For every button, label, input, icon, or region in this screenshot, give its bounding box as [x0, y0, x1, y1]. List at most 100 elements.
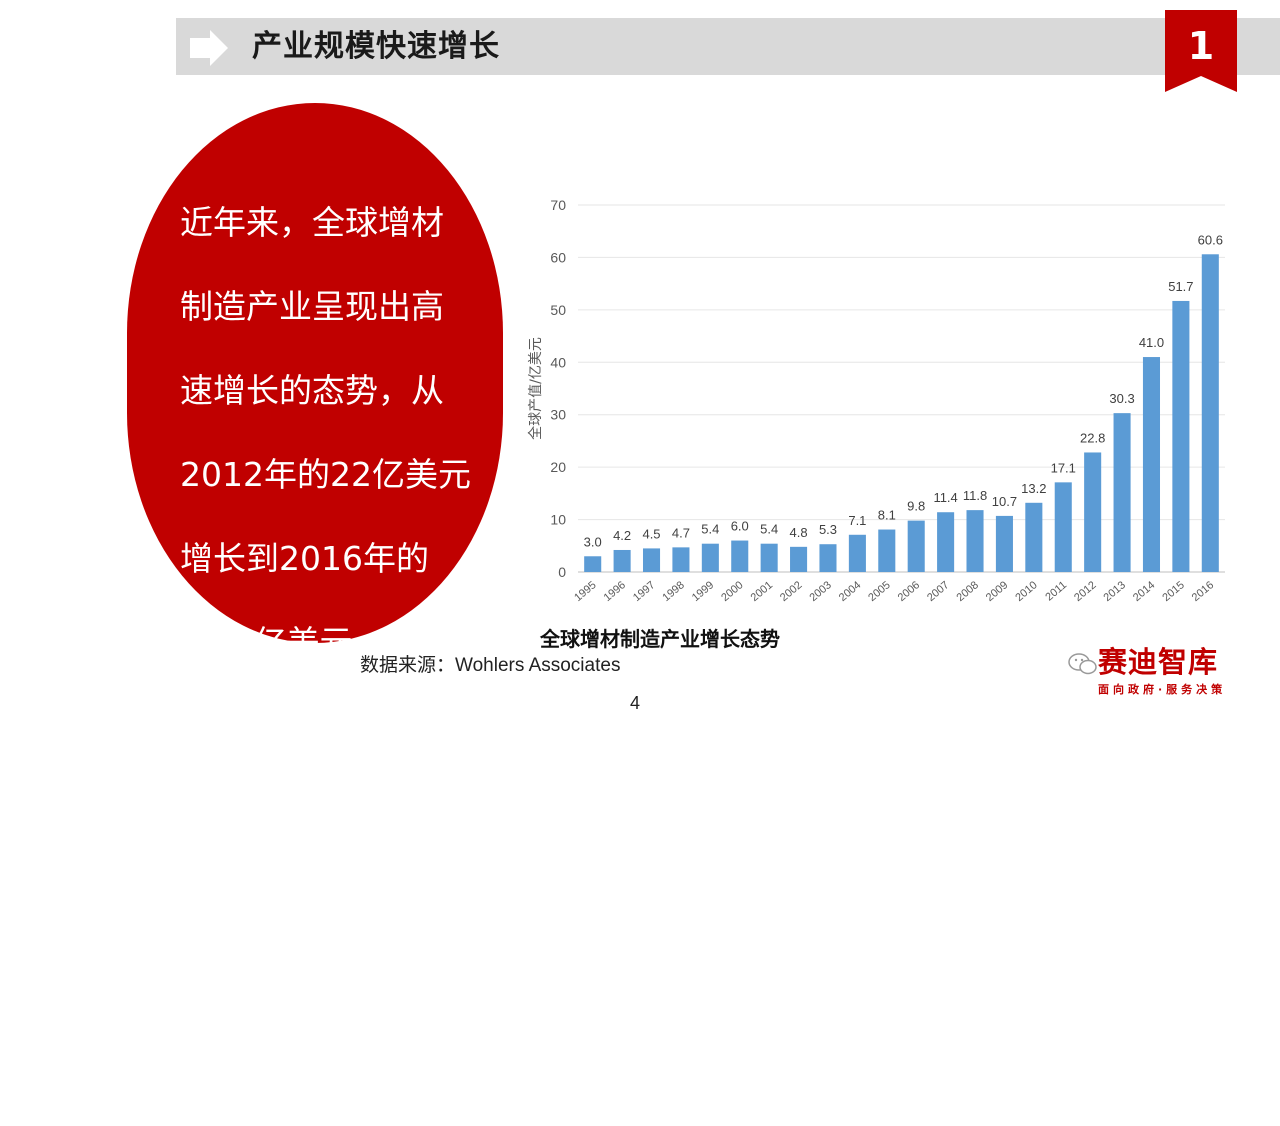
bar	[760, 543, 778, 572]
data-label: 9.8	[907, 499, 925, 514]
callout-line: 增长到2016年的	[180, 539, 429, 578]
data-label: 13.2	[1021, 481, 1046, 496]
x-tick-label: 2007	[925, 579, 951, 604]
bar	[613, 549, 631, 572]
y-tick-label: 40	[550, 354, 566, 370]
chart-title: 全球增材制造产业增长态势	[540, 627, 780, 651]
watermark-logo: 赛迪智库	[1098, 645, 1219, 679]
bar	[907, 520, 925, 572]
data-label: 22.8	[1080, 430, 1105, 445]
x-tick-label: 2005	[866, 579, 892, 604]
bar	[848, 534, 866, 572]
x-tick-label: 2014	[1131, 579, 1157, 604]
data-label: 6.0	[731, 519, 749, 534]
x-tick-label: 2015	[1160, 579, 1186, 604]
x-tick-label: 1997	[631, 579, 657, 604]
x-tick-label: 2012	[1072, 579, 1098, 604]
x-tick-label: 2009	[984, 579, 1010, 604]
section-number: 1	[1187, 24, 1215, 68]
bar	[1201, 254, 1219, 572]
y-tick-label: 20	[550, 459, 566, 475]
data-label: 11.8	[963, 488, 987, 503]
bar	[790, 546, 808, 572]
header-bar	[176, 18, 1280, 75]
callout-line: 近年来，全球增材	[180, 203, 444, 242]
y-tick-label: 10	[550, 512, 566, 528]
y-tick-label: 30	[550, 407, 566, 423]
x-tick-label: 2008	[954, 579, 980, 604]
data-label: 5.3	[819, 522, 837, 537]
wechat-icon	[1068, 653, 1097, 675]
callout-line: 2016年，全球增材	[180, 791, 462, 830]
y-tick-label: 0	[558, 564, 566, 580]
x-tick-label: 2013	[1102, 579, 1128, 604]
x-tick-label: 2003	[807, 579, 833, 604]
data-label: 41.0	[1139, 335, 1164, 350]
bar	[1025, 502, 1043, 572]
data-label: 7.1	[848, 513, 866, 528]
data-label: 3.0	[584, 534, 602, 549]
bar	[584, 556, 602, 572]
page-title: 产业规模快速增长	[252, 29, 500, 64]
data-source: 数据来源：Wohlers Associates	[360, 655, 621, 676]
arrow-right-icon	[190, 30, 228, 66]
y-tick-label: 50	[550, 302, 566, 318]
watermark-slogan: 面向政府·服务决策	[1098, 683, 1227, 696]
data-label: 4.2	[613, 528, 631, 543]
y-tick-label: 60	[550, 249, 566, 265]
bar	[878, 529, 896, 572]
data-label: 4.5	[642, 526, 660, 541]
bar	[642, 548, 661, 572]
y-axis-label: 全球产值/亿美元	[527, 337, 544, 440]
callout-line: 制造产业呈现出高	[180, 287, 444, 326]
y-tick-label: 70	[550, 197, 566, 213]
bar	[672, 547, 690, 572]
x-tick-label: 2001	[749, 579, 775, 604]
bar	[937, 512, 955, 572]
data-label: 8.1	[878, 508, 896, 523]
data-label: 11.4	[933, 490, 957, 505]
callout-text: 近年来，全球增材 制造产业呈现出高 速增长的态势，从 2012年的22亿美元 增…	[180, 160, 480, 1126]
callout-shape	[127, 103, 503, 643]
callout-line: 60.63亿美元 ，同	[180, 959, 450, 998]
x-tick-label: 1999	[690, 579, 716, 604]
callout-line: 2012年的22亿美元	[180, 455, 471, 494]
callout-line: 60.6亿美元，五年	[180, 623, 452, 662]
data-label: 30.3	[1109, 391, 1134, 406]
x-tick-label: 2000	[719, 579, 745, 604]
data-label: 5.4	[701, 522, 719, 537]
bar	[731, 540, 749, 572]
callout-line: 比增长17.4%。	[180, 1043, 417, 1082]
callout-line: 来增长了近三倍。	[180, 707, 444, 746]
data-label: 10.7	[992, 494, 1017, 509]
bar	[1084, 452, 1102, 572]
data-label: 17.1	[1051, 460, 1076, 475]
data-label: 5.4	[760, 522, 778, 537]
bar	[1054, 482, 1072, 572]
bar	[966, 510, 984, 572]
bar	[1113, 413, 1131, 572]
x-tick-label: 2006	[896, 579, 922, 604]
bar	[819, 544, 837, 572]
bar	[995, 515, 1013, 572]
bar	[701, 543, 719, 572]
page-number: 4	[630, 693, 641, 713]
x-tick-label: 1995	[572, 579, 598, 604]
x-tick-label: 1996	[602, 579, 628, 604]
x-tick-label: 2002	[778, 579, 804, 604]
x-tick-label: 2016	[1190, 579, 1216, 604]
data-label: 4.8	[790, 525, 808, 540]
bar	[1172, 300, 1190, 572]
callout-line: 速增长的态势，从	[180, 371, 444, 410]
data-label: 4.7	[672, 525, 690, 540]
callout-line: 制造产业产值达到	[180, 875, 444, 914]
data-label: 51.7	[1168, 279, 1193, 294]
bar	[1142, 357, 1161, 572]
x-tick-label: 1998	[660, 579, 686, 604]
x-tick-label: 2004	[837, 579, 863, 604]
data-label: 60.6	[1198, 232, 1223, 247]
x-tick-label: 2011	[1043, 579, 1069, 603]
bar-chart: 0 10 20 30 40 50 60 70 全球产值/亿美元 3.0 1995 4.2 1996 4.5…	[527, 197, 1225, 604]
x-tick-label: 2010	[1013, 579, 1039, 604]
section-ribbon	[1165, 10, 1237, 92]
